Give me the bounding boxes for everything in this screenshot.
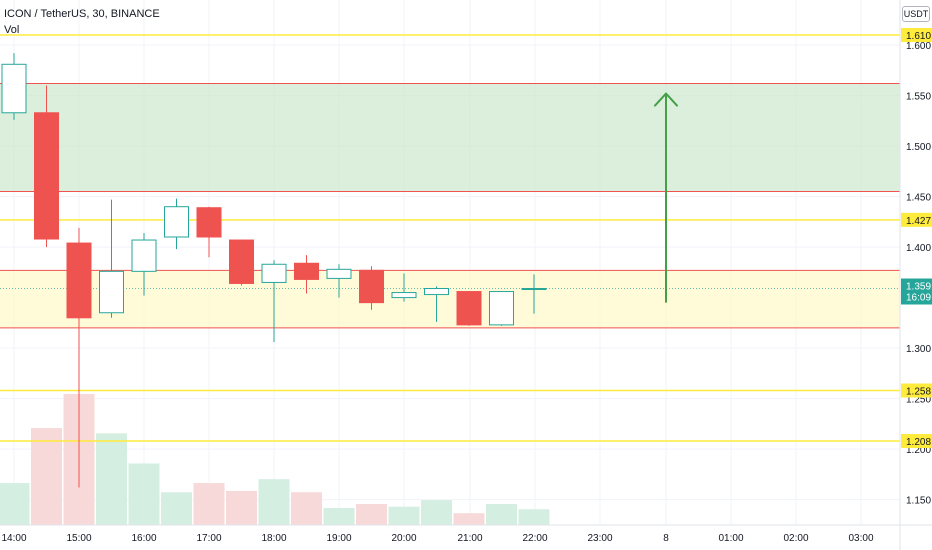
time-tick-label: 18:00: [261, 533, 286, 544]
currency-badge[interactable]: USDT: [902, 6, 930, 22]
price-tick-label: 1.200: [906, 445, 931, 456]
volume-bar: [193, 483, 225, 525]
candle-body: [359, 269, 384, 304]
last-price-badge: [901, 278, 932, 305]
price-tick-label: 1.300: [906, 344, 931, 355]
time-tick-label: 01:00: [718, 533, 743, 544]
candle-body: [456, 291, 482, 326]
price-tick-label: 1.600: [906, 41, 931, 52]
price-tick-label: 1.250: [906, 395, 931, 406]
time-tick-label: 14:00: [1, 533, 26, 544]
time-axis[interactable]: 14:00 15:00 16:00 17:00 18:00 19:00 20:00 21:00…: [0, 524, 932, 544]
candle-body: [99, 270, 124, 314]
candle-body: [424, 288, 449, 296]
horizontal-levels: [0, 34, 900, 442]
time-tick-label: 15:00: [66, 533, 91, 544]
time-tick-label: 23:00: [587, 533, 612, 544]
volume-bar: [323, 507, 355, 525]
volume-bar: [421, 500, 452, 525]
price-tick-label: 1.150: [906, 496, 931, 507]
volume-bar: [518, 509, 550, 525]
candle-body: [196, 207, 222, 238]
time-tick-label: 03:00: [848, 533, 873, 544]
price-tick-label: 1.450: [906, 193, 931, 204]
candle-body: [66, 242, 92, 319]
volume-bar: [258, 479, 290, 525]
candles: [1, 53, 547, 488]
target-arrow: [654, 92, 678, 303]
volume-bar: [486, 504, 517, 525]
level-badge-label: 1.610: [906, 31, 931, 42]
candle-body: [294, 262, 319, 280]
volume-bars: [0, 394, 550, 525]
price-axis[interactable]: 1.600 1.550 1.500 1.450 1.400 1.300 1.250 1.200…: [899, 0, 931, 550]
time-tick-label: 21:00: [457, 533, 482, 544]
volume-bar: [161, 492, 192, 525]
chart-legend: ICON / TetherUS, 30, BINANCE Vol: [4, 6, 160, 38]
candle-body: [229, 239, 254, 284]
volume-bar: [388, 506, 420, 525]
candle-body: [164, 206, 189, 238]
volume-bar: [291, 492, 322, 525]
time-tick-label: 17:00: [196, 533, 221, 544]
entry-zone: [0, 270, 900, 328]
level-badge: [901, 383, 932, 398]
price-tick-label: 1.400: [906, 243, 931, 254]
volume-bar: [453, 513, 485, 525]
last-price-value: 1.359: [906, 282, 931, 293]
level-badge-label: 1.208: [906, 437, 931, 448]
candle-body: [326, 268, 352, 279]
price-tick-label: 1.500: [906, 142, 931, 153]
level-badge: [901, 212, 932, 227]
arrow-head: [654, 92, 678, 107]
level-badge-label: 1.427: [906, 216, 931, 227]
volume-bar: [356, 504, 387, 525]
level-badge: [901, 434, 932, 449]
candle-body: [131, 239, 157, 272]
time-tick-label: 20:00: [391, 533, 416, 544]
candle-body: [391, 292, 417, 299]
volume-bar: [0, 483, 30, 525]
time-tick-label: 16:00: [131, 533, 156, 544]
candle-body: [34, 112, 59, 240]
zones: [0, 82, 900, 329]
volume-label: Vol: [4, 24, 20, 36]
volume-bar: [31, 428, 62, 525]
time-tick-label: 02:00: [783, 533, 808, 544]
symbol-title: ICON / TetherUS, 30, BINANCE: [4, 8, 160, 20]
target-zone: [0, 83, 900, 192]
time-tick-label: 19:00: [326, 533, 351, 544]
candle-countdown: 16:09: [906, 293, 931, 304]
candle-body: [489, 291, 514, 326]
level-badge-label: 1.258: [906, 387, 931, 398]
candle-body: [261, 263, 287, 283]
level-badge: [901, 28, 932, 42]
volume-bar: [128, 463, 160, 525]
time-tick-label: 8: [663, 533, 669, 544]
time-tick-label: 22:00: [522, 533, 547, 544]
price-tick-label: 1.550: [906, 92, 931, 103]
volume-bar: [226, 490, 257, 525]
volume-bar: [96, 433, 127, 525]
candle-body: [521, 288, 547, 291]
candle-body: [1, 63, 27, 114]
